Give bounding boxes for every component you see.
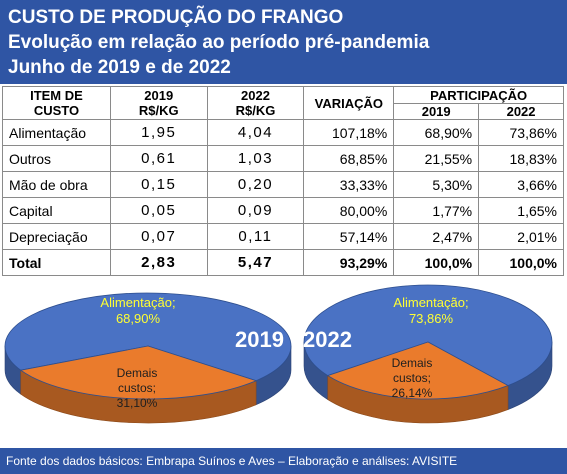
cell-item: Mão de obra	[2, 171, 111, 198]
label-alimentacao: Alimentação; 73,86%	[393, 295, 468, 326]
cost-table: ITEM DE CUSTO 2019 R$/KG 2022 R$/KG VARIAÇÃ…	[2, 86, 564, 276]
cell-part-2022: 18,83%	[478, 145, 564, 172]
cell-part-2022: 1,65%	[478, 197, 564, 224]
title-banner: CUSTO DE PRODUÇÃO DO FRANGO Evolução em …	[0, 0, 567, 84]
cell-total-2019: 2,83	[109, 249, 208, 276]
pie-slice-demais-custos	[19, 345, 258, 400]
pie-slice-alimentacao	[303, 284, 553, 386]
label-alimentacao-name: Alimentação;	[393, 295, 468, 310]
cell-2022: 0,20	[206, 171, 305, 198]
label-demais-custos-name: Demais	[117, 366, 158, 380]
label-alimentacao-value: 73,86%	[409, 311, 454, 326]
table-row: Outros 0,61 1,03 68,85% 21,55% 18,83%	[2, 145, 564, 172]
cell-part-2022: 2,01%	[478, 223, 564, 250]
cell-part-2022: 73,86%	[478, 119, 564, 146]
cell-2019: 1,95	[109, 119, 208, 146]
title-line-2: Evolução em relação ao período pré-pande…	[8, 32, 430, 53]
cell-item: Alimentação	[2, 119, 111, 146]
cell-2022: 0,11	[206, 223, 305, 250]
cell-part-2019: 21,55%	[393, 145, 480, 172]
cell-2022: 0,09	[206, 197, 305, 224]
table-row: Depreciação 0,07 0,11 57,14% 2,47% 2,01%	[2, 223, 564, 250]
pie-chart-2022: Alimentação; 73,86% Demais custos; 26,14% 202…	[303, 284, 553, 424]
cell-item: Outros	[2, 145, 111, 172]
title-line-3: Junho de 2019 e de 2022	[8, 57, 231, 78]
pie-slice-demais-custos	[326, 341, 509, 400]
title-line-1: CUSTO DE PRODUÇÃO DO FRANGO	[8, 7, 344, 28]
cell-variacao: 33,33%	[303, 171, 395, 198]
pie-charts: Alimentação; 68,90%Demais custos; 31,10%201…	[4, 284, 553, 424]
col-header-item: ITEM DE CUSTO	[2, 86, 111, 120]
pie-year-label: 2022	[303, 327, 352, 352]
col-header-2022: 2022 R$/KG	[206, 86, 305, 120]
label-alimentacao-value: 68,90%	[116, 311, 161, 326]
col-header-part-2022: 2022	[478, 103, 564, 120]
cell-total-part-2019: 100,0%	[393, 249, 480, 276]
col-header-part-2019: 2019	[393, 103, 480, 120]
pie-slice-alimentacao	[4, 292, 292, 382]
cell-2022: 4,04	[206, 119, 305, 146]
cell-part-2019: 1,77%	[393, 197, 480, 224]
cell-variacao: 80,00%	[303, 197, 395, 224]
cell-part-2019: 68,90%	[393, 119, 480, 146]
table-row: Alimentação 1,95 4,04 107,18% 68,90% 73,…	[2, 119, 564, 146]
cell-2022: 1,03	[206, 145, 305, 172]
table-row: Capital 0,05 0,09 80,00% 1,77% 1,65%	[2, 197, 564, 224]
label-demais-custos-name: Demais	[392, 356, 433, 370]
label-demais-custos-value: 26,14%	[392, 386, 433, 400]
label-demais-custos-value: 31,10%	[117, 396, 158, 410]
cell-total-label: Total	[2, 249, 111, 276]
cell-total-part-2022: 100,0%	[478, 249, 564, 276]
cell-total-variacao: 93,29%	[303, 249, 395, 276]
label-demais-custos: Demais custos; 31,10%	[117, 366, 158, 410]
cell-variacao: 68,85%	[303, 145, 395, 172]
cell-total-2022: 5,47	[206, 249, 305, 276]
cell-2019: 0,15	[109, 171, 208, 198]
cell-variacao: 107,18%	[303, 119, 395, 146]
table-row: Mão de obra 0,15 0,20 33,33% 5,30% 3,66%	[2, 171, 564, 198]
cell-2019: 0,61	[109, 145, 208, 172]
label-alimentacao-name: Alimentação;	[100, 295, 175, 310]
cell-part-2022: 3,66%	[478, 171, 564, 198]
cell-part-2019: 2,47%	[393, 223, 480, 250]
label-alimentacao: Alimentação; 68,90%	[100, 295, 175, 326]
label-demais-custos-name: custos;	[393, 371, 431, 385]
cell-item: Capital	[2, 197, 111, 224]
label-demais-custos-name: custos;	[118, 381, 156, 395]
col-header-variacao: VARIAÇÃO	[303, 86, 395, 120]
cell-2019: 0,05	[109, 197, 208, 224]
table-total-row: Total 2,83 5,47 93,29% 100,0% 100,0%	[2, 249, 564, 276]
cell-2019: 0,07	[109, 223, 208, 250]
pie-year-label: 2019	[235, 327, 284, 352]
cell-variacao: 57,14%	[303, 223, 395, 250]
cell-part-2019: 5,30%	[393, 171, 480, 198]
cell-item: Depreciação	[2, 223, 111, 250]
source-footer: Fonte dos dados básicos: Embrapa Suínos …	[0, 448, 567, 474]
label-demais-custos: Demais custos; 26,14%	[392, 356, 433, 400]
pie-chart-2019: Alimentação; 68,90% Demais custos; 31,10% 201…	[4, 292, 292, 424]
col-header-participacao: PARTICIPAÇÃO	[393, 86, 564, 104]
col-header-2019: 2019 R$/KG	[109, 86, 208, 120]
